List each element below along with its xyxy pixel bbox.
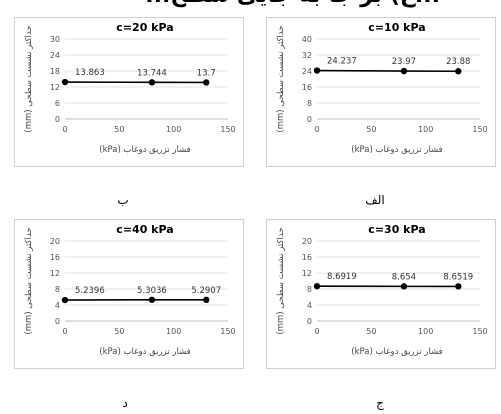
data-label: 23.88 xyxy=(446,57,470,67)
chart-panel-c30: c=30 kPa 0 4 8 12 16 20 0 50 100 150 8.6919 8.654 8.6… xyxy=(266,219,496,369)
x-tick-label: 100 xyxy=(166,327,181,336)
caption-dal: د xyxy=(122,396,128,410)
y-tick-label: 20 xyxy=(302,237,312,246)
y-tick-label: 0 xyxy=(55,115,60,124)
y-tick-label: 30 xyxy=(50,35,60,44)
y-tick-label: 12 xyxy=(50,269,60,278)
series-line xyxy=(316,69,459,73)
data-point xyxy=(203,79,210,86)
x-axis-title: فشار تزریق دوغاب (kPa) xyxy=(99,145,191,155)
chart-title: c=30 kPa xyxy=(368,223,425,236)
x-tick-label: 150 xyxy=(472,125,487,134)
chart-panel-c40: c=40 kPa 0 4 8 12 16 20 0 50 100 150 5.2396 5.3036 5.… xyxy=(14,219,244,369)
x-tick-label: 50 xyxy=(114,125,124,134)
cropped-heading: ...ع) بر جا به جایی سطح... xyxy=(145,0,440,8)
x-tick-label: 50 xyxy=(366,327,376,336)
x-tick-label: 100 xyxy=(418,327,433,336)
y-tick-label: 4 xyxy=(55,301,60,310)
data-label: 5.3036 xyxy=(137,286,167,296)
data-label: 8.6919 xyxy=(327,272,357,282)
x-tick-label: 0 xyxy=(314,125,319,134)
x-tick-label: 50 xyxy=(114,327,124,336)
x-tick-label: 0 xyxy=(62,327,67,336)
y-tick-label: 16 xyxy=(50,253,60,262)
y-axis-title: حداکثر نشست سطحی (mm) xyxy=(24,227,34,334)
y-tick-label: 8 xyxy=(307,285,312,294)
y-axis-title: حداکثر نشست سطحی (mm) xyxy=(276,227,286,334)
data-point xyxy=(455,68,462,75)
data-point xyxy=(455,283,462,290)
y-tick-label: 12 xyxy=(302,269,312,278)
y-tick-label: 12 xyxy=(50,83,60,92)
y-tick-label: 16 xyxy=(302,83,312,92)
chart-title: c=10 kPa xyxy=(368,21,425,34)
data-label: 24.237 xyxy=(327,57,357,67)
data-label: 5.2396 xyxy=(75,286,105,296)
y-tick-label: 24 xyxy=(302,67,312,76)
data-point xyxy=(61,78,69,86)
chart-svg-c20: c=20 kPa 0 6 12 18 24 30 0 50 100 150 13.863 13.744 1… xyxy=(24,21,236,155)
data-point xyxy=(203,296,210,304)
data-label: 23.97 xyxy=(392,57,416,67)
chart-svg-c30: c=30 kPa 0 4 8 12 16 20 0 50 100 150 8.6919 8.654 8.6… xyxy=(276,223,488,357)
x-axis-title: فشار تزریق دوغاب (kPa) xyxy=(99,347,191,357)
data-label: 8.654 xyxy=(392,272,416,282)
x-tick-label: 100 xyxy=(418,125,433,134)
y-tick-label: 20 xyxy=(50,237,60,246)
y-tick-label: 0 xyxy=(55,317,60,326)
data-label: 13.744 xyxy=(137,68,167,78)
chart-panel-c10: c=10 kPa 0 8 16 24 32 40 0 50 100 150 24.237 23.97 23… xyxy=(266,17,496,167)
y-tick-label: 0 xyxy=(307,115,312,124)
data-point xyxy=(313,67,321,74)
caption-be: ب xyxy=(117,193,129,207)
chart-title: c=40 kPa xyxy=(116,223,173,236)
data-point xyxy=(313,283,321,290)
y-tick-label: 0 xyxy=(307,317,312,326)
y-tick-label: 6 xyxy=(55,99,60,108)
x-tick-label: 50 xyxy=(366,125,376,134)
y-axis-title: حداکثر نشست سطحی (mm) xyxy=(24,25,34,132)
y-tick-label: 8 xyxy=(55,285,60,294)
y-tick-label: 32 xyxy=(302,51,312,60)
data-label: 5.2907 xyxy=(191,286,221,296)
y-tick-label: 8 xyxy=(307,99,312,108)
data-label: 13.7 xyxy=(197,68,216,78)
chart-svg-c40: c=40 kPa 0 4 8 12 16 20 0 50 100 150 5.2396 5.3036 5.… xyxy=(24,223,236,357)
x-tick-label: 100 xyxy=(166,125,181,134)
x-axis-title: فشار تزریق دوغاب (kPa) xyxy=(351,347,443,357)
y-tick-label: 4 xyxy=(307,301,312,310)
y-axis-title: حداکثر نشست سطحی (mm) xyxy=(276,25,286,132)
y-tick-label: 18 xyxy=(50,67,60,76)
data-point xyxy=(148,79,156,86)
caption-alef: الف xyxy=(365,193,385,207)
y-tick-label: 24 xyxy=(50,51,60,60)
data-point xyxy=(148,296,156,303)
x-tick-label: 0 xyxy=(62,125,67,134)
chart-panel-c20: c=20 kPa 0 6 12 18 24 30 0 50 100 150 13.863 13.744 1… xyxy=(14,17,244,167)
data-label: 8.6519 xyxy=(443,272,473,282)
chart-svg-c10: c=10 kPa 0 8 16 24 32 40 0 50 100 150 24.237 23.97 23… xyxy=(276,21,488,155)
data-point xyxy=(400,283,408,290)
caption-jim: ج xyxy=(376,396,384,410)
x-tick-label: 150 xyxy=(220,125,235,134)
y-tick-label: 16 xyxy=(302,253,312,262)
data-point xyxy=(61,296,69,304)
x-tick-label: 150 xyxy=(220,327,235,336)
y-tick-label: 40 xyxy=(302,35,312,44)
data-label: 13.863 xyxy=(75,68,105,78)
chart-title: c=20 kPa xyxy=(116,21,173,34)
data-point xyxy=(400,67,408,75)
x-axis-title: فشار تزریق دوغاب (kPa) xyxy=(351,145,443,155)
x-tick-label: 150 xyxy=(472,327,487,336)
x-tick-label: 0 xyxy=(314,327,319,336)
